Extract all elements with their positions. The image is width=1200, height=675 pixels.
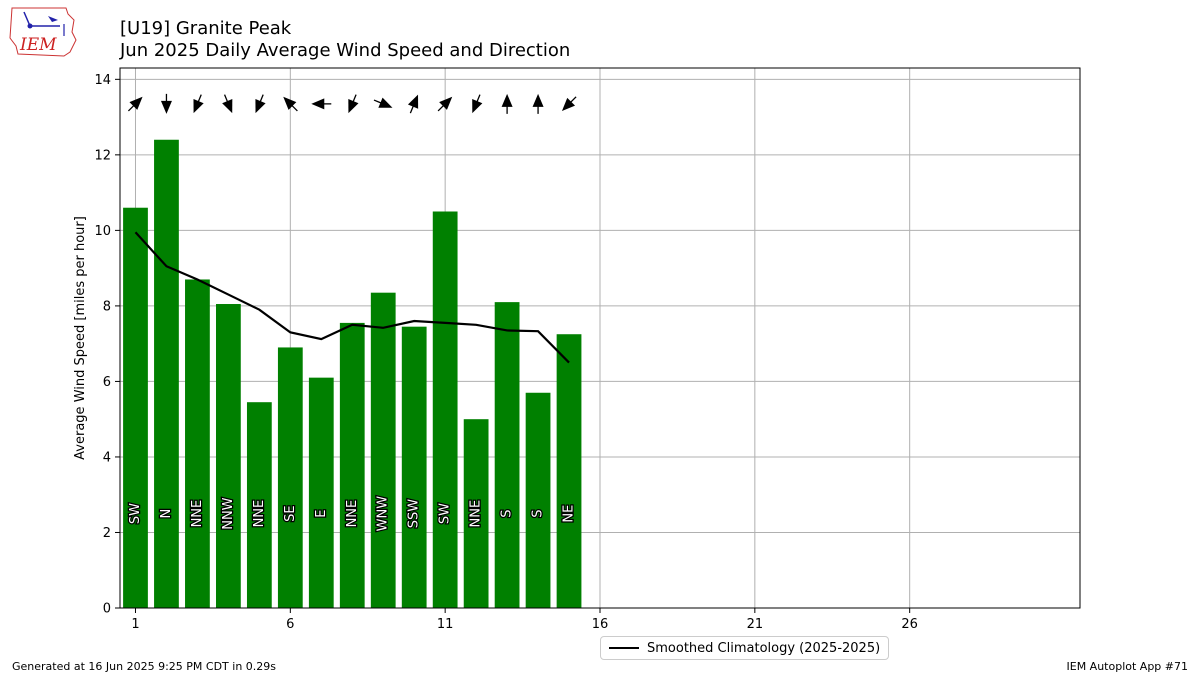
wind-arrow	[311, 98, 332, 110]
wind-bar	[277, 347, 303, 608]
x-tick-label: 6	[286, 617, 294, 632]
wind-arrow	[193, 94, 204, 114]
wind-arrow-head	[222, 98, 233, 114]
x-tick-label: 26	[901, 617, 918, 632]
wind-arrow-head	[439, 96, 453, 110]
wind-arrow-head	[255, 98, 266, 114]
direction-label: S	[531, 509, 546, 517]
wind-bar	[525, 392, 551, 608]
wind-bar	[246, 402, 272, 608]
wind-arrow	[127, 96, 143, 112]
wind-arrow-head	[129, 96, 143, 110]
logo-text: IEM	[19, 35, 57, 55]
direction-label: SW	[438, 503, 453, 524]
direction-label: NNE	[252, 500, 267, 528]
wind-bar	[401, 326, 427, 608]
wind-arrow-head	[283, 96, 297, 110]
direction-label: NNE	[469, 500, 484, 528]
wind-arrow-head	[561, 97, 576, 111]
wind-bar	[556, 334, 582, 608]
direction-label: S	[500, 509, 515, 517]
wind-arrow	[283, 96, 298, 112]
arrows-layer	[127, 93, 577, 114]
wind-arrow-head	[311, 98, 325, 110]
y-tick-label: 4	[103, 450, 111, 465]
x-tick-label: 11	[437, 617, 454, 632]
wind-arrow	[373, 97, 393, 108]
y-tick-label: 6	[103, 375, 111, 390]
wind-arrow	[348, 94, 359, 114]
wind-arrow	[532, 93, 544, 114]
direction-label: E	[314, 509, 329, 517]
title-line-2: Jun 2025 Daily Average Wind Speed and Di…	[120, 40, 571, 61]
direction-label: SW	[128, 503, 143, 524]
direction-label: NNE	[345, 500, 360, 528]
wind-bar	[370, 292, 396, 608]
wind-arrow-head	[160, 100, 172, 114]
legend: Smoothed Climatology (2025-2025)	[600, 636, 890, 660]
climatology-line	[134, 231, 570, 364]
wind-arrow	[437, 96, 453, 112]
wind-bar	[463, 419, 489, 608]
wind-arrow-head	[378, 97, 393, 108]
wind-arrow-head	[407, 94, 419, 109]
direction-label: NE	[562, 505, 577, 523]
y-tick-label: 0	[103, 602, 111, 617]
y-tick-label: 14	[94, 73, 111, 88]
direction-label: SSW	[407, 499, 422, 529]
wind-arrow	[561, 96, 577, 111]
wind-bar	[185, 279, 210, 608]
direction-label: N	[159, 509, 174, 519]
wind-arrow	[222, 94, 233, 114]
wind-bar	[339, 322, 365, 608]
app-label: IEM Autoplot App #71	[1066, 660, 1189, 673]
direction-label: SE	[283, 505, 298, 521]
wind-bar	[123, 207, 148, 608]
direction-labels-layer: SW N NNE NNW NNE SE E NNE WNW SSW SW NNE S S NE	[127, 494, 578, 532]
wind-bar	[432, 211, 458, 608]
wind-arrow-head	[532, 93, 544, 107]
iem-logo: IEM	[8, 6, 80, 58]
bars-layer	[123, 139, 582, 609]
legend-label: Smoothed Climatology (2025-2025)	[647, 640, 881, 656]
title-line-1: [U19] Granite Peak	[120, 18, 292, 39]
x-tick-label: 16	[592, 617, 609, 632]
wind-arrow	[407, 94, 419, 114]
x-tick-label: 21	[747, 617, 764, 632]
direction-label: WNW	[376, 496, 391, 532]
y-tick-label: 12	[94, 148, 111, 163]
wind-bar	[308, 377, 334, 608]
iem-logo-icon: IEM	[9, 7, 77, 57]
direction-label: NNW	[221, 497, 236, 529]
chart-title: [U19] Granite Peak Jun 2025 Daily Averag…	[120, 18, 570, 62]
wind-arrow-head	[501, 93, 513, 107]
y-axis-label: Average Wind Speed [miles per hour]	[73, 216, 88, 460]
y-tick-label: 2	[103, 526, 111, 541]
generated-timestamp: Generated at 16 Jun 2025 9:25 PM CDT in …	[12, 660, 277, 673]
direction-label: NNE	[190, 500, 205, 528]
legend-line-swatch	[609, 647, 639, 649]
wind-bar	[216, 304, 241, 608]
x-tick-label: 1	[131, 617, 139, 632]
wind-arrow	[472, 94, 483, 114]
climatology-line-layer	[134, 231, 570, 364]
wind-arrow	[160, 93, 172, 114]
wind-arrow-head	[348, 98, 359, 114]
wind-arrow	[501, 93, 513, 114]
y-tick-label: 10	[94, 224, 111, 239]
wind-bar	[494, 302, 520, 608]
wind-arrow-head	[193, 98, 204, 114]
wind-bar	[154, 139, 179, 609]
y-tick-label: 8	[103, 299, 111, 314]
wind-arrow-head	[472, 98, 483, 114]
wind-arrow	[255, 94, 266, 114]
